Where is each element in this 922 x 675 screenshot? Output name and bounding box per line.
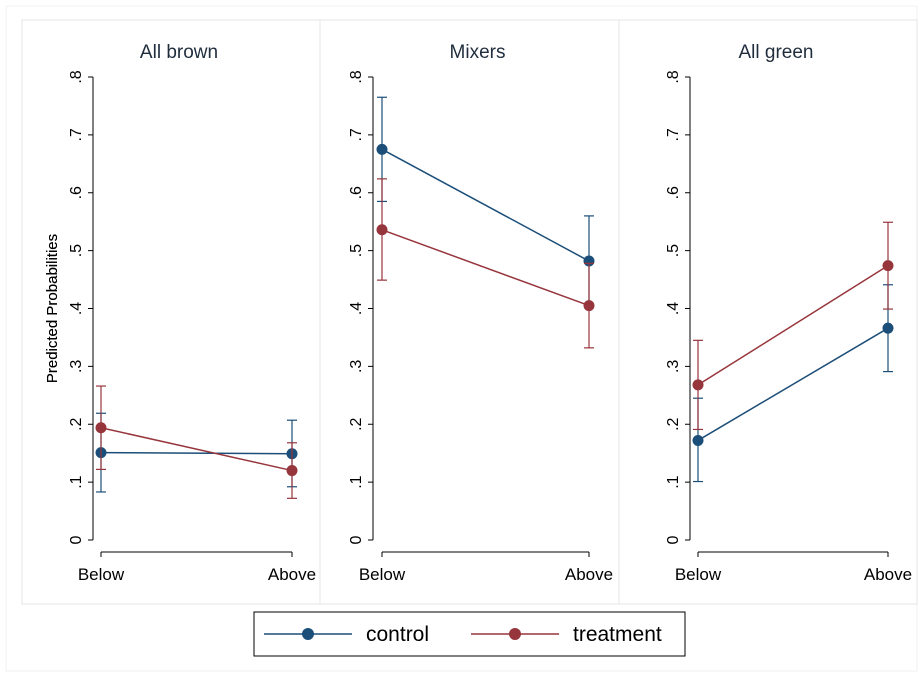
y-tick-label: 0 bbox=[348, 535, 365, 544]
y-tick-label: .3 bbox=[665, 360, 682, 373]
y-tick-label: .7 bbox=[665, 128, 682, 141]
y-tick-label: 0 bbox=[68, 535, 85, 544]
y-tick-label: .3 bbox=[348, 360, 365, 373]
y-tick-label: .6 bbox=[665, 186, 682, 199]
legend-marker bbox=[302, 628, 314, 640]
panel-frame bbox=[319, 19, 620, 605]
x-tick-label: Above bbox=[864, 565, 912, 584]
series-treatment bbox=[376, 178, 595, 349]
panel-1: All brown 0 .1 .2 .3 .4 .5 .6 .7 .8 Predicted Prob… bbox=[21, 19, 321, 605]
legend-item-control: control bbox=[264, 623, 429, 646]
data-point bbox=[882, 322, 894, 334]
legend: control treatment bbox=[253, 611, 686, 657]
y-tick-label: .4 bbox=[665, 302, 682, 315]
series-treatment bbox=[692, 221, 894, 431]
panel-title: All green bbox=[739, 42, 814, 63]
x-tick-label: Above bbox=[565, 565, 613, 584]
legend-label: control bbox=[366, 623, 429, 646]
y-tick-label: .1 bbox=[68, 475, 85, 488]
panel-frame bbox=[618, 19, 918, 605]
panel-frame bbox=[21, 19, 321, 605]
series-line bbox=[381, 229, 590, 307]
legend-marker bbox=[509, 628, 521, 640]
panel-2: Mixers 0 .1 .2 .3 .4 .5 .6 .7 .8 Below Above bbox=[319, 19, 620, 605]
y-tick-label: .4 bbox=[68, 302, 85, 315]
data-point bbox=[882, 260, 894, 272]
y-tick-label: .2 bbox=[665, 417, 682, 430]
y-tick-label: .5 bbox=[68, 244, 85, 257]
y-tick-label: .2 bbox=[68, 417, 85, 430]
legend-label: treatment bbox=[573, 623, 662, 646]
x-tick-label: Below bbox=[359, 565, 406, 584]
y-tick-label: .5 bbox=[348, 244, 365, 257]
y-axis-label: Predicted Probabilities bbox=[44, 234, 61, 383]
x-tick-label: Above bbox=[268, 565, 316, 584]
y-tick-label: .3 bbox=[68, 360, 85, 373]
y-tick-label: .6 bbox=[68, 186, 85, 199]
x-tick-label: Below bbox=[675, 565, 722, 584]
data-point bbox=[376, 143, 388, 155]
panel-title: All brown bbox=[140, 42, 218, 63]
data-point bbox=[692, 434, 704, 446]
data-point bbox=[95, 422, 107, 434]
series-line bbox=[100, 451, 293, 455]
series-line bbox=[381, 148, 590, 262]
y-tick-label: .2 bbox=[348, 417, 365, 430]
y-axis-label: Predicted Probabilities bbox=[44, 234, 61, 383]
y-tick-label: .6 bbox=[348, 186, 365, 199]
y-tick-label: .4 bbox=[348, 302, 365, 315]
y-tick-label: .5 bbox=[665, 244, 682, 257]
y-tick-label: .1 bbox=[348, 475, 365, 488]
data-point bbox=[376, 224, 388, 236]
legend-item-treatment: treatment bbox=[471, 623, 662, 646]
y-tick-label: .8 bbox=[348, 70, 365, 83]
panel-3: All green 0 .1 .2 .3 .4 .5 .6 .7 .8 Predicted Prob… bbox=[44, 19, 918, 605]
y-tick-label: .8 bbox=[68, 70, 85, 83]
y-tick-label: .8 bbox=[665, 70, 682, 83]
panels: All brown 0 .1 .2 .3 .4 .5 .6 .7 .8 Predicted Prob… bbox=[21, 19, 918, 605]
series-line bbox=[697, 265, 889, 386]
data-point bbox=[286, 465, 298, 477]
y-tick-label: 0 bbox=[665, 535, 682, 544]
y-tick-label: .7 bbox=[68, 128, 85, 141]
panel-title: Mixers bbox=[450, 42, 506, 63]
x-tick-label: Below bbox=[78, 565, 125, 584]
series-line bbox=[100, 426, 293, 472]
data-point bbox=[692, 379, 704, 391]
y-tick-label: .1 bbox=[665, 475, 682, 488]
series-line bbox=[697, 327, 889, 442]
series-treatment bbox=[95, 385, 298, 499]
data-point bbox=[583, 300, 595, 312]
y-tick-label: .7 bbox=[348, 128, 365, 141]
